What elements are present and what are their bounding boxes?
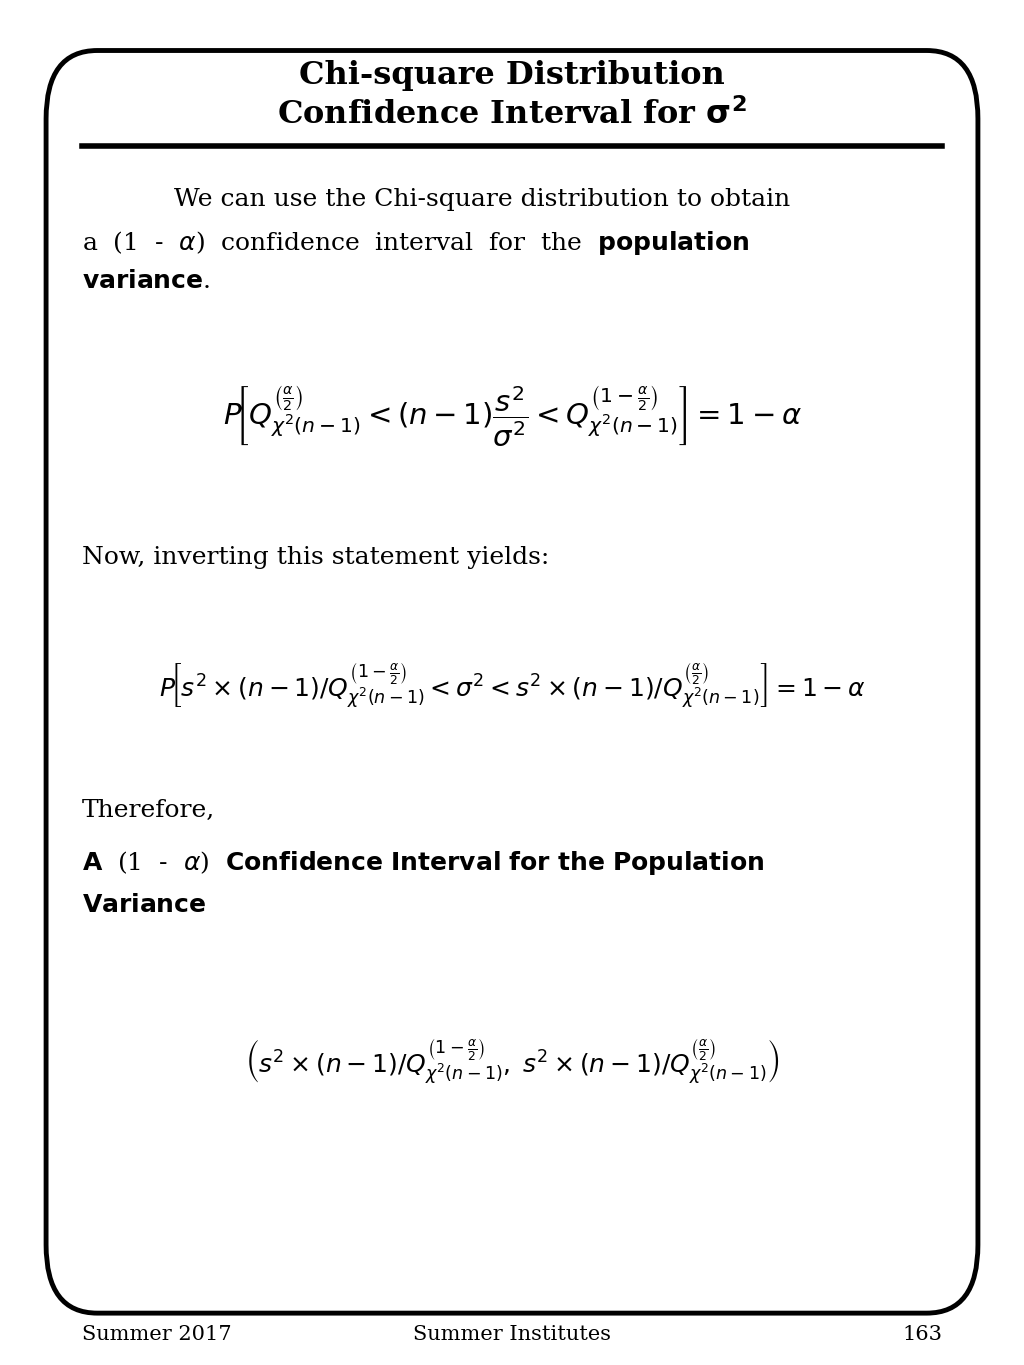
Text: Confidence Interval for $\mathbf{\sigma^2}$: Confidence Interval for $\mathbf{\sigma^… [278, 98, 746, 131]
Text: We can use the Chi-square distribution to obtain: We can use the Chi-square distribution t… [174, 188, 791, 212]
Text: $\mathbf{A}$  (1  -  $\alpha$)  $\mathbf{Confidence\ Interval\ for\ the\ Populat: $\mathbf{A}$ (1 - $\alpha$) $\mathbf{Con… [82, 849, 764, 878]
Text: $\mathbf{variance}$.: $\mathbf{variance}$. [82, 270, 210, 293]
Text: Chi-square Distribution: Chi-square Distribution [299, 60, 725, 90]
Text: 163: 163 [902, 1325, 942, 1345]
Text: $\left(s^2 \times (n-1)/Q_{\chi^2(n-1)}^{\left(1-\frac{\alpha}{2}\right)},\; s^2: $\left(s^2 \times (n-1)/Q_{\chi^2(n-1)}^… [245, 1037, 779, 1087]
Text: Therefore,: Therefore, [82, 799, 215, 822]
Text: Summer 2017: Summer 2017 [82, 1325, 231, 1345]
Text: a  (1  -  $\alpha$)  confidence  interval  for  the  $\mathbf{population}$: a (1 - $\alpha$) confidence interval for… [82, 229, 750, 258]
Text: $P\!\left[s^2 \times (n-1)/Q_{\chi^2(n-1)}^{\left(1-\frac{\alpha}{2}\right)} < \: $P\!\left[s^2 \times (n-1)/Q_{\chi^2(n-1… [159, 661, 865, 710]
Text: $\mathbf{Variance}$: $\mathbf{Variance}$ [82, 894, 206, 917]
Text: $P\!\left[Q_{\chi^2(n-1)}^{\left(\frac{\alpha}{2}\right)} < (n-1)\dfrac{s^2}{\si: $P\!\left[Q_{\chi^2(n-1)}^{\left(\frac{\… [222, 384, 802, 449]
FancyBboxPatch shape [46, 51, 978, 1313]
Text: Summer Institutes: Summer Institutes [413, 1325, 611, 1345]
Text: Now, inverting this statement yields:: Now, inverting this statement yields: [82, 546, 549, 569]
